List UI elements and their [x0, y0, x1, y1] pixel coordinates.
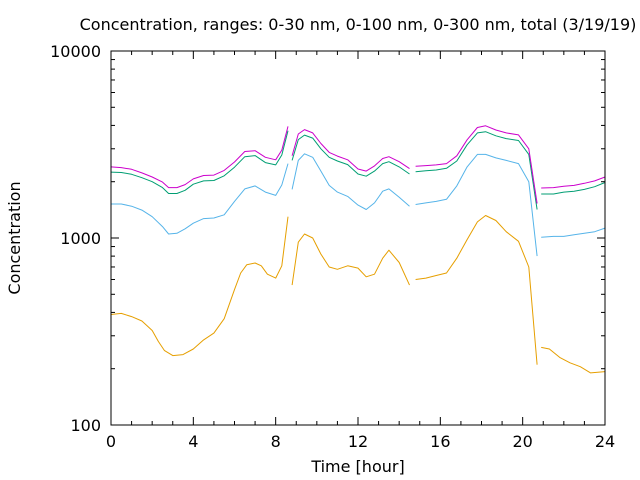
- series-3-line-segment-0: [110, 126, 289, 189]
- series-1-line-segment-3: [541, 227, 606, 238]
- x-tick-label: 12: [348, 432, 368, 451]
- y-tick-label: 10000: [50, 42, 101, 61]
- series-1-line-segment-0: [111, 163, 289, 235]
- x-tick-label: 20: [512, 432, 532, 451]
- x-tick-label: 24: [595, 432, 615, 451]
- y-tick-label: 100: [70, 416, 101, 435]
- x-tick-label: 16: [430, 432, 450, 451]
- x-tick-label: 4: [188, 432, 198, 451]
- series-0-line-segment-0: [110, 216, 289, 357]
- x-axis-label: Time [hour]: [310, 457, 404, 476]
- series-2-line-segment-2: [415, 131, 538, 210]
- series-2-line-segment-0: [110, 130, 289, 194]
- series-0-line-segment-1: [291, 233, 410, 286]
- y-axis-label: Concentration: [5, 181, 24, 294]
- x-tick-label: 0: [106, 432, 116, 451]
- series-3-line-segment-2: [415, 125, 538, 204]
- chart-title: Concentration, ranges: 0-30 nm, 0-100 nm…: [80, 15, 637, 34]
- series-0-line-segment-2: [415, 215, 538, 365]
- series-1-line-segment-1: [291, 153, 410, 210]
- plot-frame: [110, 50, 606, 426]
- series-2-line-segment-3: [541, 182, 606, 195]
- series-1-line-segment-2: [415, 153, 538, 257]
- plot-area: [110, 125, 606, 374]
- x-tick-label: 8: [271, 432, 281, 451]
- y-tick-label: 1000: [60, 229, 101, 248]
- series-2-line-segment-1: [291, 134, 410, 177]
- series-3-line-segment-3: [541, 176, 606, 189]
- series-3-line-segment-1: [291, 129, 410, 172]
- series-0-line-segment-3: [541, 346, 606, 374]
